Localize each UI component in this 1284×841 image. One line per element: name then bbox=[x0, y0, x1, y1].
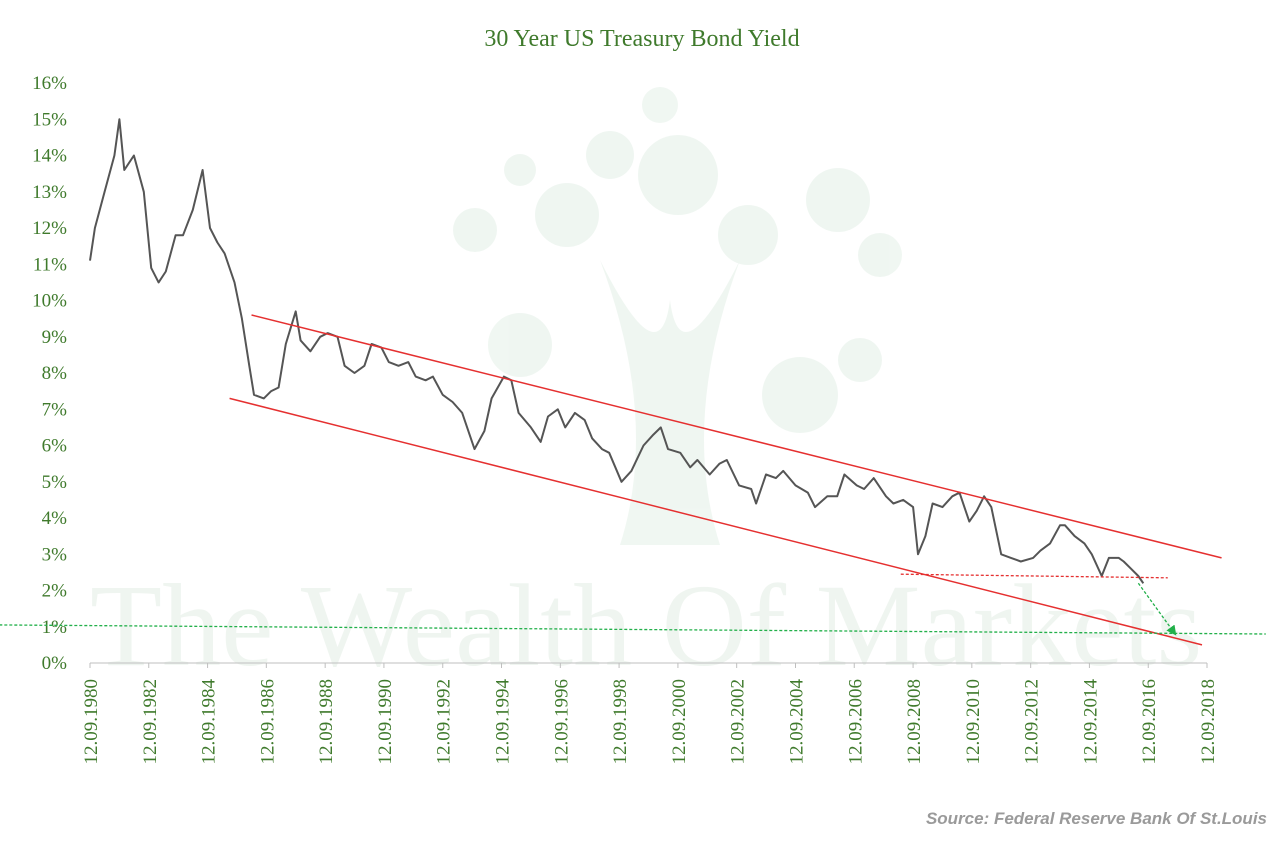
y-tick-label: 2% bbox=[42, 581, 68, 602]
x-tick-label: 12.09.2014 bbox=[1080, 679, 1101, 765]
y-tick-label: 7% bbox=[42, 399, 68, 420]
y-tick-label: 12% bbox=[32, 218, 67, 239]
x-tick-label: 12.09.1990 bbox=[375, 679, 396, 765]
x-tick-label: 12.09.1992 bbox=[434, 679, 455, 765]
arrow bbox=[1137, 582, 1177, 636]
y-tick-label: 3% bbox=[42, 544, 68, 565]
y-tick-label: 6% bbox=[42, 436, 68, 457]
y-tick-label: 4% bbox=[42, 508, 68, 529]
trend-line bbox=[229, 397, 1203, 646]
x-tick-label: 12.09.1996 bbox=[551, 679, 572, 765]
x-tick-label: 12.09.2000 bbox=[669, 679, 690, 765]
x-tick-label: 12.09.2004 bbox=[786, 679, 807, 765]
y-tick-label: 5% bbox=[42, 472, 68, 493]
y-tick-label: 11% bbox=[33, 254, 67, 275]
y-tick-label: 8% bbox=[42, 363, 68, 384]
x-tick-label: 12.09.1982 bbox=[140, 679, 161, 765]
x-tick-label: 12.09.2018 bbox=[1198, 679, 1219, 765]
background-art bbox=[453, 87, 902, 545]
x-tick-label: 12.09.1986 bbox=[257, 679, 278, 765]
y-tick-label: 15% bbox=[32, 109, 67, 130]
source-note: Source: Federal Reserve Bank Of St.Louis bbox=[926, 809, 1267, 828]
x-tick-label: 12.09.2010 bbox=[963, 679, 984, 765]
x-tick-label: 12.09.2006 bbox=[845, 679, 866, 765]
y-tick-label: 0% bbox=[42, 653, 68, 674]
trend-line bbox=[900, 573, 1168, 579]
yield-line bbox=[89, 118, 1145, 584]
y-tick-label: 14% bbox=[32, 146, 67, 167]
x-tick-label: 12.09.2008 bbox=[904, 679, 925, 765]
chart-title: 30 Year US Treasury Bond Yield bbox=[484, 26, 799, 52]
x-tick-label: 12.09.2016 bbox=[1139, 679, 1160, 765]
y-tick-label: 1% bbox=[42, 617, 68, 638]
x-tick-label: 12.09.1988 bbox=[316, 679, 337, 765]
x-tick-label: 12.09.1998 bbox=[610, 679, 631, 765]
x-tick-label: 12.09.2012 bbox=[1022, 679, 1043, 765]
y-tick-label: 16% bbox=[32, 73, 67, 94]
x-tick-label: 12.09.1980 bbox=[81, 679, 102, 765]
y-tick-label: 9% bbox=[42, 327, 68, 348]
x-tick-label: 12.09.1994 bbox=[493, 679, 514, 765]
watermark: The Wealth Of Markets bbox=[90, 560, 1202, 691]
y-tick-label: 13% bbox=[32, 182, 67, 203]
trend-line bbox=[251, 314, 1222, 559]
y-tick-label: 10% bbox=[32, 291, 67, 312]
trend-line bbox=[0, 624, 1266, 635]
x-tick-label: 12.09.1984 bbox=[199, 679, 220, 765]
x-tick-label: 12.09.2002 bbox=[728, 679, 749, 765]
